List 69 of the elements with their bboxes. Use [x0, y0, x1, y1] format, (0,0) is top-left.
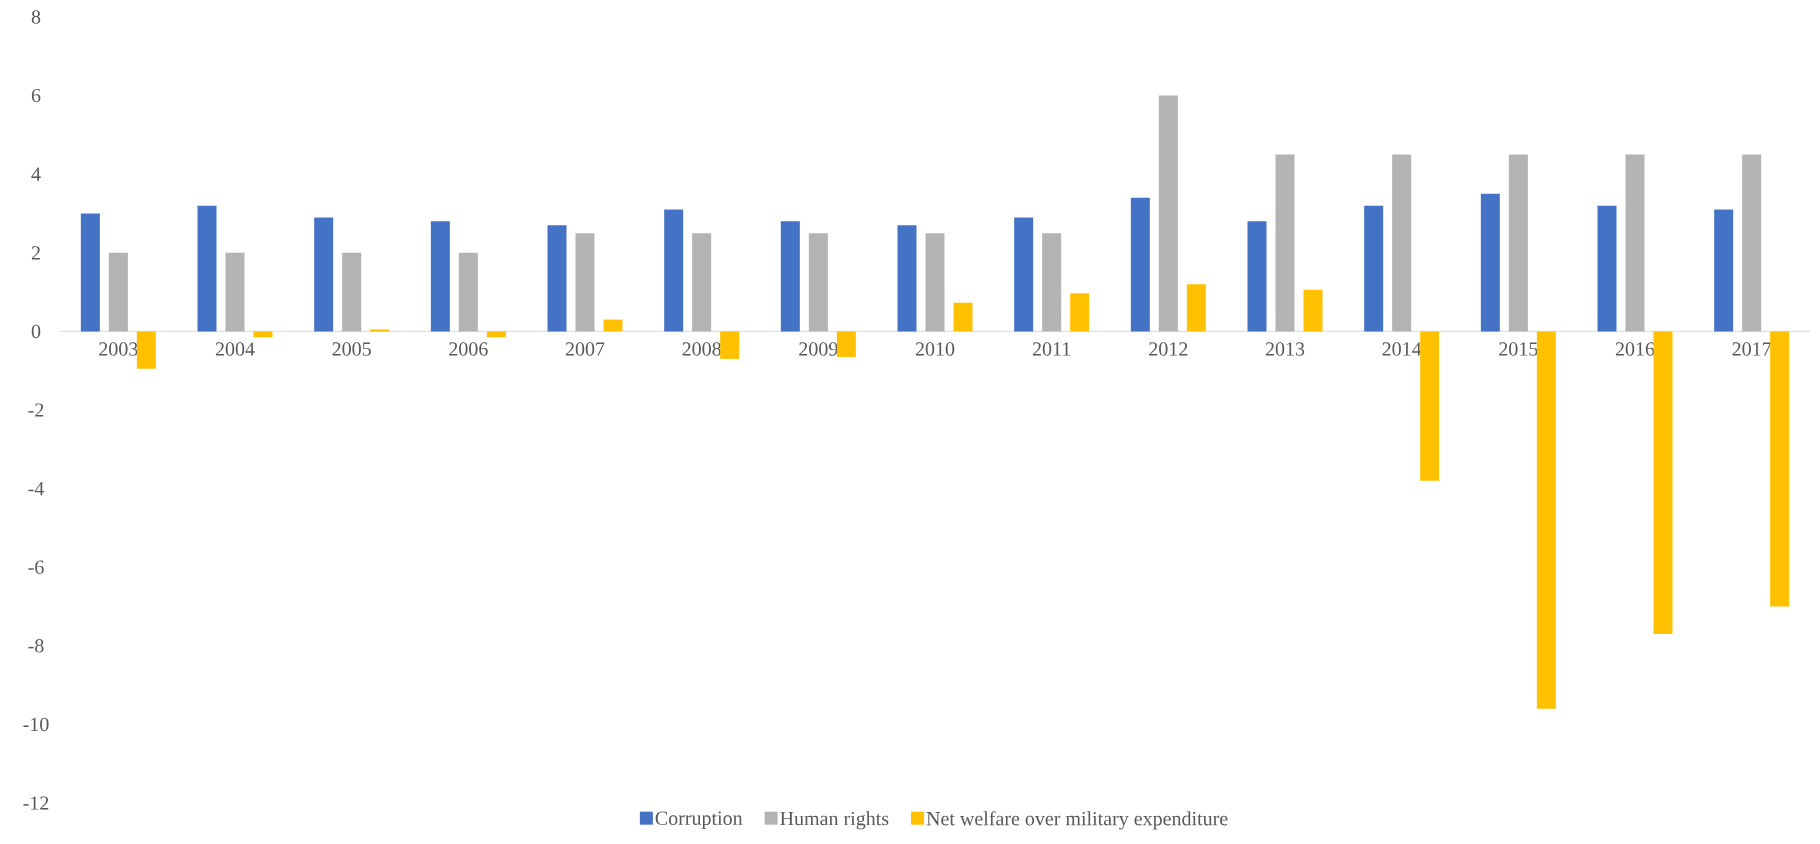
bar [1303, 289, 1323, 332]
bar [1014, 217, 1034, 332]
y-tick-label: 4 [31, 167, 41, 181]
y-tick-label: 6 [31, 88, 41, 103]
bar [1597, 205, 1617, 332]
bar [925, 233, 945, 332]
x-tick-label: 2011 [1032, 342, 1071, 356]
legend-label: Human rights [780, 811, 889, 830]
bar [1275, 154, 1295, 332]
bar [136, 331, 156, 369]
bar [547, 225, 567, 332]
bar [1247, 221, 1267, 332]
bar [1186, 284, 1206, 332]
bar [953, 302, 973, 332]
bar [1392, 154, 1412, 332]
bar [1042, 233, 1062, 332]
bar [80, 213, 100, 332]
y-tick-label: -10 [23, 717, 49, 732]
bar [1508, 154, 1528, 332]
bar [720, 331, 740, 359]
bar [1070, 293, 1090, 332]
bar [575, 233, 595, 332]
bar [197, 205, 217, 332]
bar [253, 331, 273, 338]
legend-label: Corruption [655, 811, 743, 830]
bar [1480, 193, 1500, 332]
bar [897, 225, 917, 332]
y-tick-label: 8 [31, 10, 41, 24]
bar [1536, 331, 1556, 709]
bar [1364, 205, 1384, 332]
x-tick-label: 2012 [1149, 342, 1188, 356]
bar [1770, 331, 1790, 607]
bar [1625, 154, 1645, 332]
x-tick-label: 2003 [99, 342, 138, 356]
x-tick-label: 2013 [1265, 342, 1305, 356]
bar [836, 331, 856, 357]
bar [1742, 154, 1762, 332]
bar [1420, 331, 1440, 481]
y-tick-label: -4 [28, 482, 45, 496]
bar [458, 252, 478, 332]
bar [314, 217, 334, 332]
bar [1130, 197, 1150, 332]
y-tick-label: -12 [23, 796, 49, 810]
y-tick-label: 2 [31, 246, 40, 260]
bar [486, 331, 506, 338]
bar [1714, 209, 1734, 332]
x-tick-label: 2004 [215, 342, 255, 356]
y-tick-label: -6 [28, 560, 44, 574]
bar [808, 233, 828, 332]
x-tick-label: 2006 [449, 342, 488, 356]
x-tick-label: 2007 [565, 342, 605, 356]
bar [603, 319, 623, 332]
x-tick-label: 2015 [1499, 342, 1538, 356]
y-tick-label: 0 [31, 324, 41, 339]
bar [1653, 331, 1673, 635]
y-tick-label: -8 [28, 639, 44, 653]
x-tick-label: 2010 [915, 342, 955, 356]
bar [108, 252, 128, 332]
bar [664, 209, 684, 332]
bar [342, 252, 362, 332]
x-tick-label: 2005 [332, 342, 371, 356]
bar [1158, 95, 1178, 332]
bar [692, 233, 712, 332]
legend-label: Net welfare over military expenditure [926, 811, 1228, 830]
bar [225, 252, 245, 332]
bar [430, 221, 450, 332]
x-tick-label: 2009 [799, 342, 838, 356]
bar [780, 221, 800, 332]
y-tick-label: -2 [28, 403, 44, 417]
